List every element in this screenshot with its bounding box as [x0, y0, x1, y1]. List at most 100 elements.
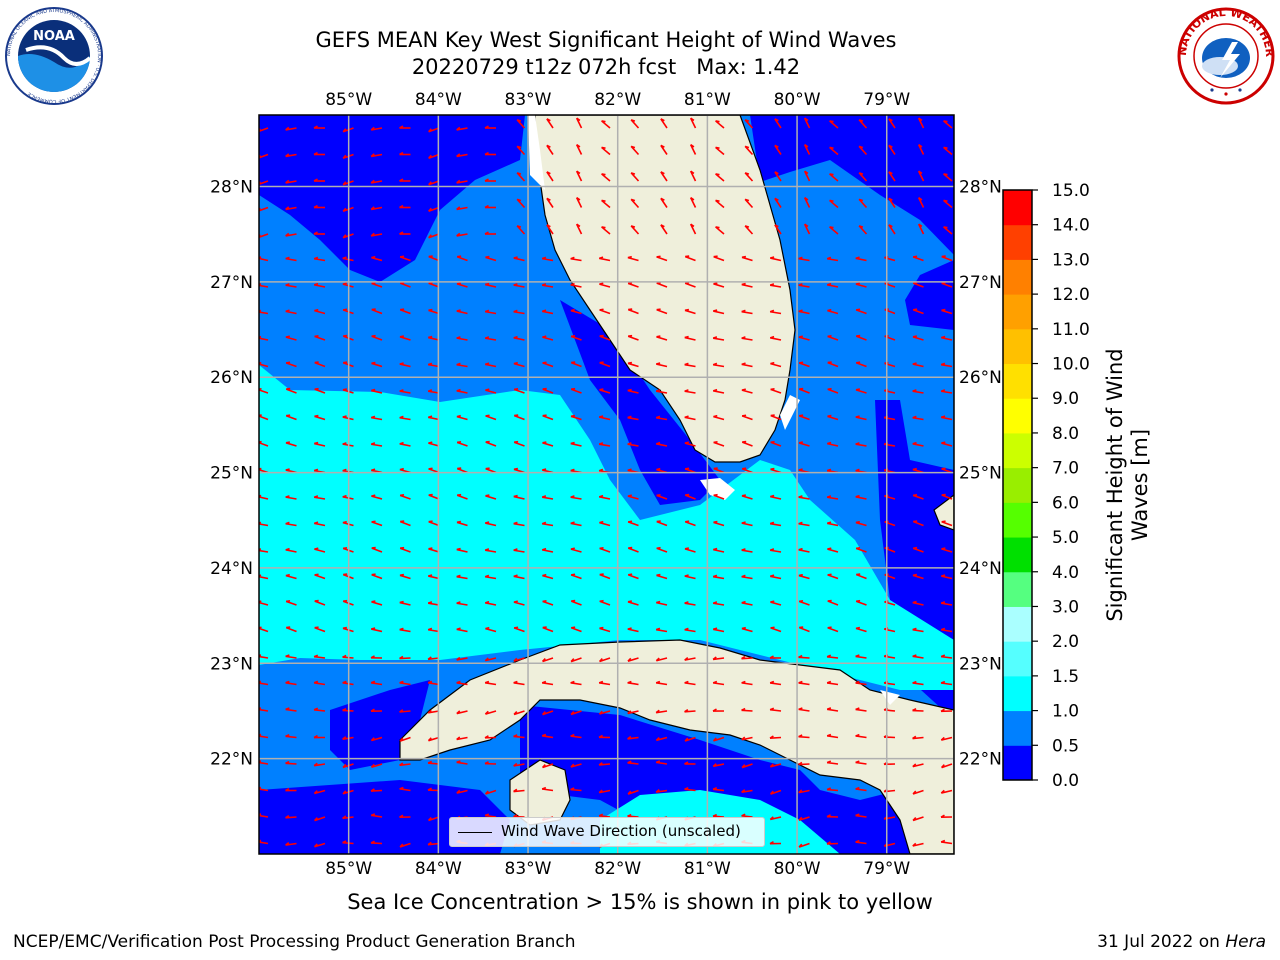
wave-arrow — [399, 842, 411, 848]
wave-arrow — [684, 416, 696, 421]
wave-arrow-head — [428, 441, 433, 444]
wave-arrow-head — [370, 655, 375, 659]
wave-arrow — [371, 389, 383, 394]
wave-arrow — [770, 441, 782, 447]
wave-arrow — [399, 763, 411, 767]
wave-arrow — [601, 226, 611, 235]
wave-arrow-head — [855, 654, 860, 658]
wave-arrow — [570, 284, 582, 288]
colorbar-tick-label: 12.0 — [1052, 285, 1090, 305]
wave-arrow — [599, 257, 611, 262]
wave-arrow-head — [570, 521, 575, 525]
wave-arrow — [570, 600, 582, 606]
wave-arrow — [285, 708, 297, 712]
wave-arrow-head — [513, 814, 518, 818]
wave-arrow-head — [798, 680, 803, 684]
lon-label-top: 83°W — [505, 90, 552, 110]
legend-label: Wind Wave Direction (unscaled) — [501, 822, 741, 840]
wave-arrow-head — [428, 574, 433, 577]
wave-arrow-head — [712, 362, 718, 366]
wave-arrow-head — [684, 574, 689, 577]
wave-arrow-head — [712, 574, 718, 578]
wave-arrow — [285, 600, 297, 606]
wave-arrow — [285, 257, 297, 262]
wave-arrow — [285, 842, 297, 846]
wave-arrow — [798, 574, 810, 580]
wave-arrow — [285, 127, 297, 131]
wave-arrow — [627, 256, 639, 262]
wave-arrow-head — [285, 680, 290, 684]
wave-arrow — [770, 284, 782, 288]
wave-arrow — [798, 816, 810, 821]
wave-arrow-head — [285, 547, 290, 551]
wave-arrow — [912, 443, 924, 447]
wave-arrow — [399, 574, 411, 580]
wave-arrow — [827, 388, 839, 394]
wave-arrow-head — [313, 178, 318, 182]
wave-arrow-head — [570, 573, 576, 576]
wave-arrow — [713, 521, 725, 527]
wave-arrow-head — [774, 144, 779, 148]
wave-arrow-head — [546, 171, 551, 175]
wave-arrow-head — [314, 573, 319, 576]
wave-arrow-head — [855, 839, 860, 843]
wave-arrow-head — [399, 709, 404, 713]
wave-arrow — [285, 233, 297, 237]
wave-arrow-head — [484, 790, 489, 795]
wave-arrow-head — [655, 415, 661, 419]
wave-arrow — [399, 256, 411, 262]
wave-arrow-head — [313, 734, 318, 739]
wave-arrow — [855, 257, 867, 262]
wave-arrow-head — [285, 153, 290, 158]
wave-arrow — [713, 310, 725, 315]
wave-arrow-head — [286, 387, 291, 390]
wave-arrow-head — [285, 256, 290, 260]
wave-arrow — [656, 363, 668, 368]
wave-arrow-head — [342, 680, 347, 684]
lat-label-right: 24°N — [959, 559, 1002, 579]
wave-arrow — [570, 574, 582, 580]
wave-arrow — [940, 655, 953, 659]
wave-arrow-head — [742, 467, 747, 470]
wave-arrow-head — [741, 282, 746, 286]
wave-arrow-head — [541, 547, 547, 551]
wave-arrow-head — [571, 599, 576, 602]
wave-arrow-head — [285, 654, 290, 658]
wave-arrow — [456, 789, 468, 794]
wave-arrow — [428, 309, 440, 315]
wave-arrow — [485, 310, 497, 315]
wave-arrow — [689, 170, 697, 182]
wave-arrow — [542, 710, 554, 716]
wave-arrow — [285, 574, 297, 580]
wave-arrow — [314, 763, 326, 767]
wave-arrow — [371, 335, 383, 341]
wave-arrow — [314, 681, 326, 686]
wave-arrow-head — [427, 760, 433, 764]
wave-arrow-head — [400, 520, 405, 523]
wave-arrow — [941, 416, 953, 421]
wave-arrow — [314, 626, 326, 633]
wave-arrow — [485, 789, 497, 795]
wave-arrow-head — [343, 334, 348, 337]
wave-arrow — [371, 206, 383, 211]
footer-date-text: 31 Jul 2022 on — [1097, 932, 1226, 952]
wave-arrow-head — [627, 388, 632, 392]
wave-arrow — [660, 224, 668, 235]
wave-arrow-head — [342, 546, 348, 550]
wave-arrow — [627, 282, 639, 288]
wave-arrow-head — [712, 813, 717, 817]
wave-arrow — [798, 789, 810, 794]
wave-arrow-head — [826, 256, 832, 260]
colorbar-tick-label: 1.5 — [1052, 667, 1079, 687]
wave-arrow-head — [684, 737, 689, 742]
wave-arrow — [941, 736, 953, 741]
wave-arrow — [684, 442, 696, 447]
wave-arrow-head — [428, 520, 433, 523]
wave-arrow — [713, 337, 725, 341]
wave-arrow — [917, 197, 925, 208]
wave-arrow-head — [428, 234, 432, 239]
wave-arrow — [798, 496, 810, 500]
wave-arrow-head — [940, 736, 945, 741]
wave-arrow — [741, 602, 753, 606]
wave-arrow-head — [428, 308, 433, 312]
